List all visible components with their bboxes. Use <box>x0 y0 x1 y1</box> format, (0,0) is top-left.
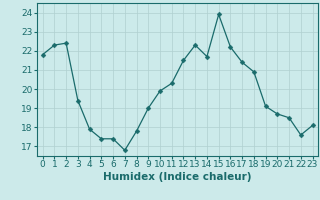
X-axis label: Humidex (Indice chaleur): Humidex (Indice chaleur) <box>103 172 252 182</box>
